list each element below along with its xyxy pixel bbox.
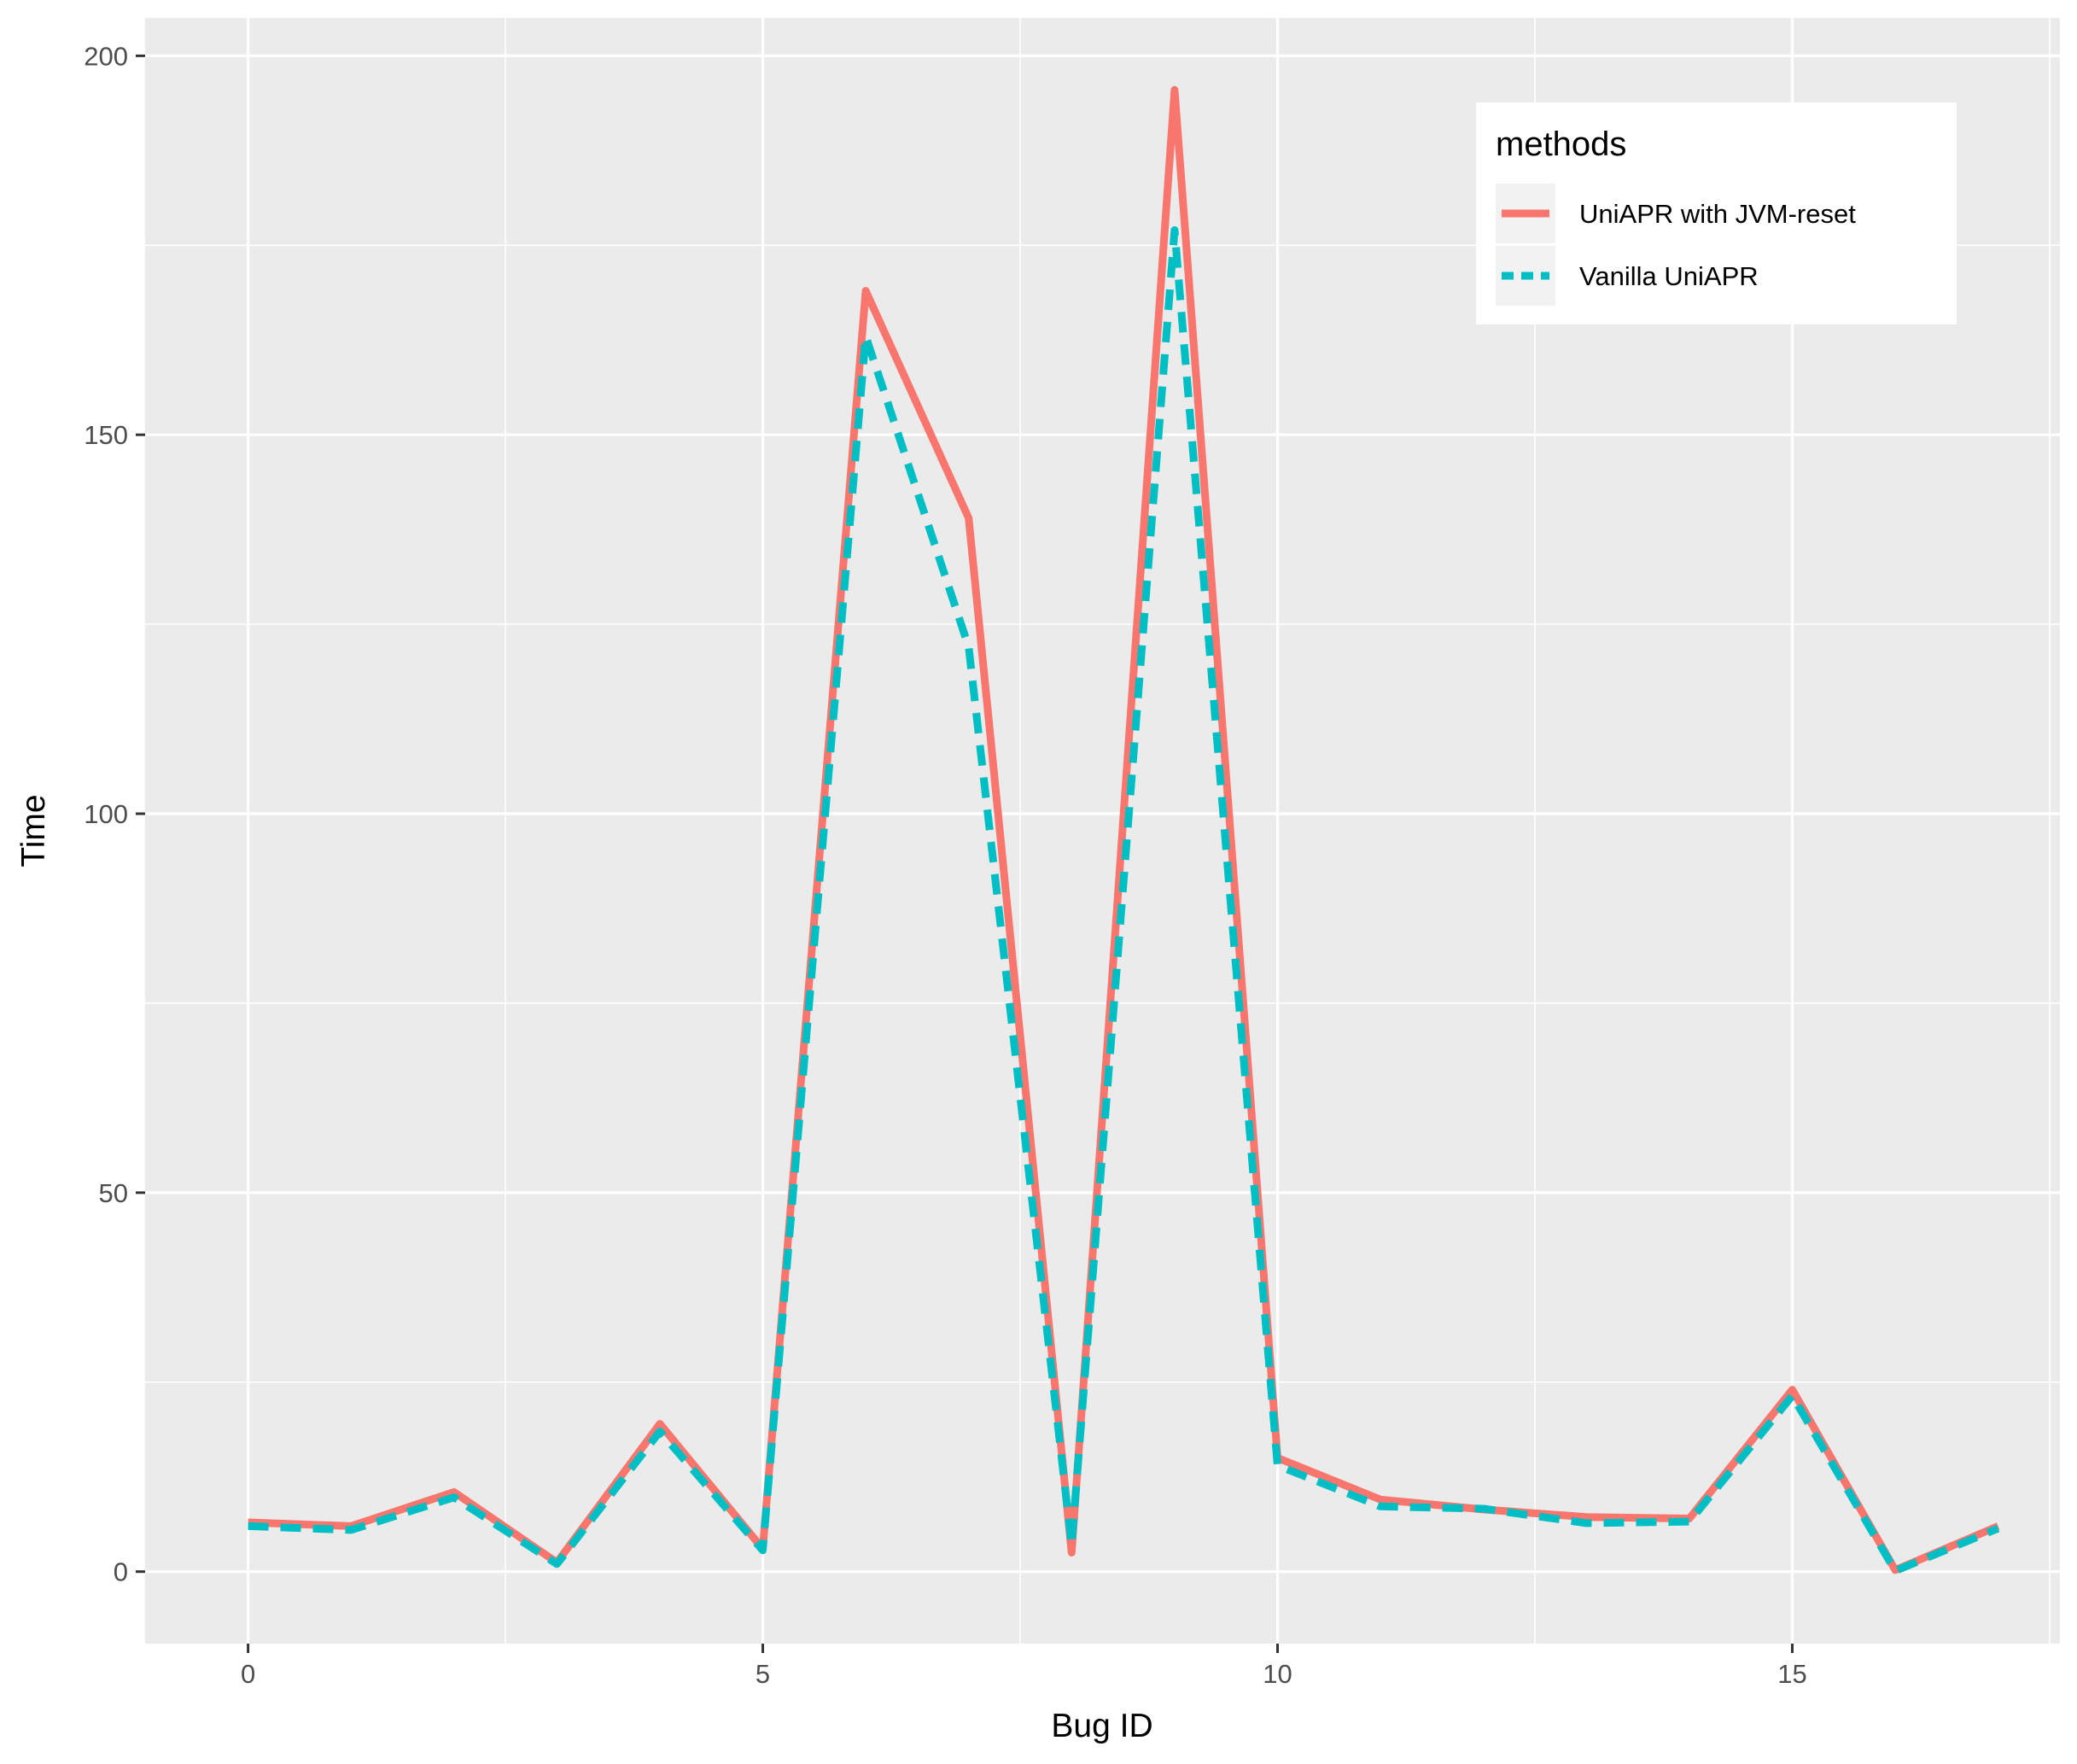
y-axis: 0 50 100 150 200 xyxy=(84,41,145,1587)
legend-box xyxy=(1476,102,1957,324)
major-gridlines xyxy=(145,18,2060,1644)
y-tick-label: 100 xyxy=(84,799,128,829)
y-tick-label: 50 xyxy=(99,1178,128,1208)
x-tick-label: 15 xyxy=(1777,1659,1806,1689)
x-tick-label: 10 xyxy=(1263,1659,1292,1689)
y-axis-title: Time xyxy=(15,794,52,867)
x-axis: 0 5 10 15 xyxy=(241,1644,1807,1689)
x-axis-title: Bug ID xyxy=(1051,1708,1152,1744)
x-tick-label: 0 xyxy=(241,1659,255,1689)
x-tick-label: 5 xyxy=(756,1659,770,1689)
series-line-vanilla-uniapr xyxy=(248,226,2000,1575)
legend-label-2: Vanilla UniAPR xyxy=(1579,261,1759,291)
legend-label-1: UniAPR with JVM-reset xyxy=(1579,199,1856,229)
legend-title: methods xyxy=(1496,126,1626,163)
series-lines xyxy=(248,85,2000,1575)
y-tick-label: 0 xyxy=(114,1557,128,1587)
legend: methods UniAPR with JVM-reset Vanilla Un… xyxy=(1476,102,1957,324)
y-tick-label: 200 xyxy=(84,41,128,71)
y-tick-label: 150 xyxy=(84,420,128,450)
